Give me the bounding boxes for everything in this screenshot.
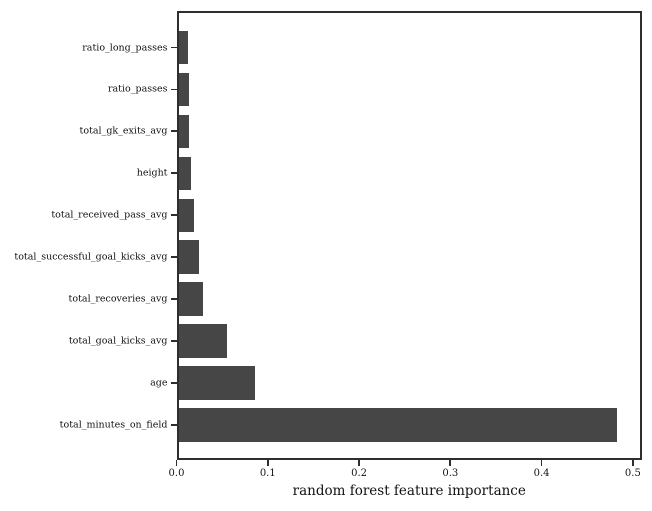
x-tick-mark	[449, 460, 452, 466]
y-tick-label: ratio_passes	[107, 83, 168, 95]
bar-total_minutes_on_field	[178, 408, 618, 442]
bar-ratio_passes	[178, 72, 190, 107]
y-tick-label: total_successful_goal_kicks_avg	[14, 251, 168, 263]
y-tick-label: total_gk_exits_avg	[79, 125, 168, 137]
y-tick-mark	[170, 172, 177, 175]
y-tick-label: age	[150, 377, 168, 389]
x-axis-label: random forest feature importance	[292, 483, 526, 499]
bar-total_successful_goal_kicks_avg	[178, 240, 200, 274]
y-tick-mark	[170, 424, 177, 426]
bar-total_goal_kicks_avg	[178, 324, 228, 358]
y-tick-mark	[170, 382, 177, 384]
x-tick-mark	[631, 460, 634, 466]
y-tick-mark	[170, 340, 177, 342]
x-tick-label: 0.1	[259, 468, 276, 479]
x-tick-label: 0.3	[442, 468, 459, 479]
y-tick-label: ratio_long_passes	[82, 42, 168, 53]
x-tick-mark	[266, 460, 269, 466]
x-tick-mark	[358, 460, 360, 466]
y-tick-label: total_received_pass_avg	[51, 209, 168, 221]
x-tick-mark	[175, 460, 178, 466]
bar-total_received_pass_avg	[178, 198, 194, 232]
y-tick-mark	[170, 88, 177, 91]
y-tick-mark	[170, 130, 177, 133]
x-tick-label: 0.5	[624, 468, 641, 479]
y-tick-label: height	[136, 167, 168, 179]
x-tick-label: 0.2	[351, 468, 367, 479]
bar-total_recoveries_avg	[178, 282, 203, 316]
x-tick-mark	[540, 460, 543, 466]
y-tick-mark	[170, 214, 177, 217]
y-tick-mark	[170, 256, 177, 259]
plot-area	[176, 10, 642, 460]
x-tick-label: 0.0	[168, 468, 185, 479]
y-tick-mark	[170, 298, 177, 301]
bar-height	[178, 156, 192, 191]
y-tick-label: total_recoveries_avg	[68, 293, 168, 305]
bar-ratio_long_passes	[178, 30, 189, 65]
bar-total_gk_exits_avg	[178, 114, 190, 149]
y-tick-mark	[170, 46, 177, 49]
x-tick-label: 0.4	[533, 468, 550, 479]
bar-age	[178, 366, 255, 400]
y-tick-label: total_minutes_on_field	[59, 419, 168, 431]
y-tick-label: total_goal_kicks_avg	[68, 335, 168, 347]
